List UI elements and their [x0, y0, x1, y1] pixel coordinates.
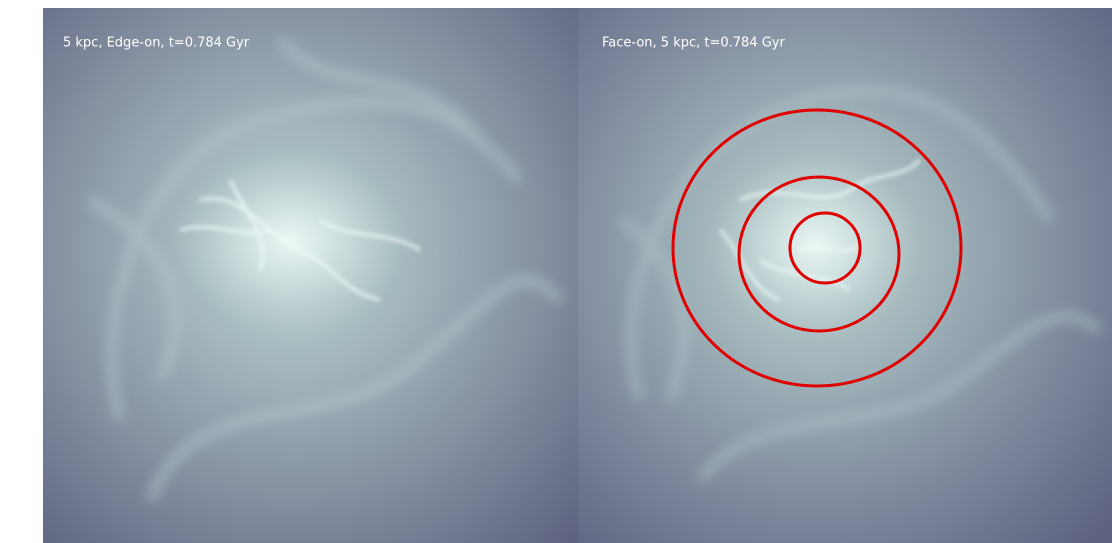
panel-label: 5 kpc, Edge-on, t=0.784 Gyr: [63, 36, 250, 51]
panel-label: Face-on, 5 kpc, t=0.784 Gyr: [602, 36, 785, 51]
figure: 5 kpc, Edge-on, t=0.784 Gyr Face-on, 5 k…: [0, 0, 1112, 543]
edge-on-panel: [43, 8, 578, 543]
face-on-panel: [578, 8, 1112, 543]
